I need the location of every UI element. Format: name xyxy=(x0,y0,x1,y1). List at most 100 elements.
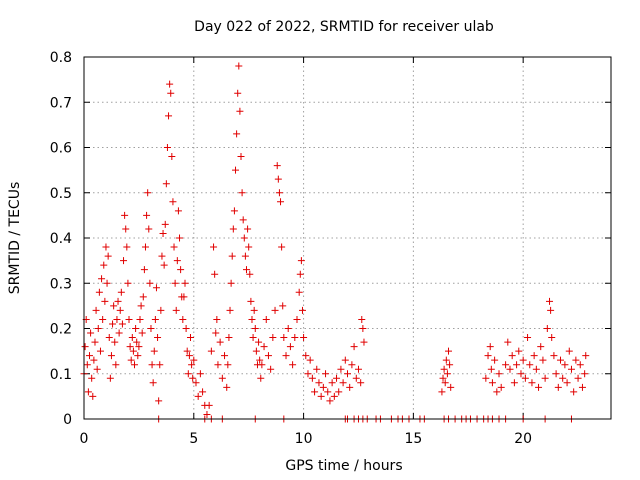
data-point xyxy=(251,325,259,332)
data-point xyxy=(138,329,146,337)
y-tick-label: 0.4 xyxy=(50,231,72,247)
data-point xyxy=(570,388,578,396)
data-point xyxy=(532,365,540,373)
data-point xyxy=(350,343,358,351)
data-point xyxy=(134,352,142,360)
x-axis-label: GPS time / hours xyxy=(285,458,402,474)
tick-layer: 0 0.1 0.2 0.3 0.4 0.5 0.6 0.7 0.8 0 5 10 15 20 xyxy=(50,50,611,447)
data-point xyxy=(308,374,316,382)
data-point xyxy=(440,365,448,373)
data-point xyxy=(112,361,120,369)
data-point xyxy=(302,352,310,360)
data-point xyxy=(524,334,532,342)
data-point xyxy=(96,347,104,355)
data-point xyxy=(574,374,582,382)
data-point xyxy=(156,361,164,369)
data-point xyxy=(179,315,187,323)
data-point xyxy=(487,365,495,373)
data-point xyxy=(132,325,140,332)
data-point xyxy=(248,315,256,323)
y-tick-label: 0.2 xyxy=(50,322,72,338)
data-point xyxy=(335,388,343,396)
data-point xyxy=(578,383,586,391)
data-point xyxy=(126,343,134,351)
data-point xyxy=(225,334,233,342)
data-point xyxy=(205,401,213,409)
data-point xyxy=(333,374,341,382)
data-point xyxy=(105,334,113,342)
data-point xyxy=(439,374,447,382)
data-point xyxy=(99,315,107,323)
data-point xyxy=(85,352,93,360)
data-point xyxy=(154,334,162,342)
data-point xyxy=(563,379,571,387)
data-point xyxy=(543,325,551,332)
data-point xyxy=(341,356,349,364)
data-point xyxy=(174,207,182,215)
data-point xyxy=(344,370,351,378)
data-point xyxy=(111,338,119,346)
data-point xyxy=(210,243,218,251)
data-point xyxy=(218,374,226,382)
data-point xyxy=(330,392,338,400)
data-point xyxy=(300,334,308,342)
data-point xyxy=(83,361,91,369)
data-point xyxy=(181,279,189,287)
data-point xyxy=(234,89,242,97)
data-point xyxy=(240,234,248,242)
data-point xyxy=(554,383,562,391)
data-point xyxy=(237,153,245,161)
data-point xyxy=(354,365,362,373)
data-point xyxy=(180,293,188,301)
data-point xyxy=(216,338,224,346)
data-point xyxy=(304,370,312,378)
chart-title: Day 022 of 2022, SRMTID for receiver ula… xyxy=(194,19,494,35)
y-tick-label: 0.7 xyxy=(50,95,72,111)
data-point xyxy=(546,297,554,305)
data-point xyxy=(510,379,518,387)
data-point xyxy=(158,252,166,260)
data-point xyxy=(173,257,181,265)
data-point xyxy=(214,361,222,369)
data-point xyxy=(295,288,303,296)
data-point xyxy=(256,356,264,364)
data-point xyxy=(357,379,365,387)
data-point xyxy=(235,62,243,70)
data-point xyxy=(104,252,112,260)
data-point xyxy=(144,189,152,197)
data-point xyxy=(559,374,567,382)
data-point xyxy=(236,107,244,115)
x-tick-label: 10 xyxy=(295,431,313,447)
data-point xyxy=(145,225,153,233)
data-point xyxy=(486,343,494,351)
data-point xyxy=(488,379,496,387)
data-point xyxy=(211,270,219,278)
data-point xyxy=(152,284,160,292)
data-point xyxy=(110,302,118,310)
data-point xyxy=(271,306,279,314)
data-point xyxy=(274,175,282,183)
data-point xyxy=(296,270,304,278)
data-point xyxy=(170,243,178,251)
plot-frame xyxy=(83,56,612,420)
data-point xyxy=(508,352,516,360)
data-point xyxy=(213,315,221,323)
data-point xyxy=(535,383,543,391)
data-point xyxy=(157,306,165,314)
data-point xyxy=(114,297,122,305)
y-tick-label: 0.1 xyxy=(50,367,72,383)
data-point xyxy=(279,302,287,310)
data-point xyxy=(150,347,158,355)
data-point xyxy=(166,80,174,88)
data-point xyxy=(241,252,249,260)
data-point xyxy=(530,352,538,360)
data-point xyxy=(165,112,173,120)
x-tick-label: 20 xyxy=(514,431,532,447)
data-point xyxy=(184,370,192,378)
data-point xyxy=(139,293,147,301)
data-point xyxy=(148,361,156,369)
data-point xyxy=(297,257,305,265)
data-point xyxy=(252,347,260,355)
data-point xyxy=(561,361,569,369)
